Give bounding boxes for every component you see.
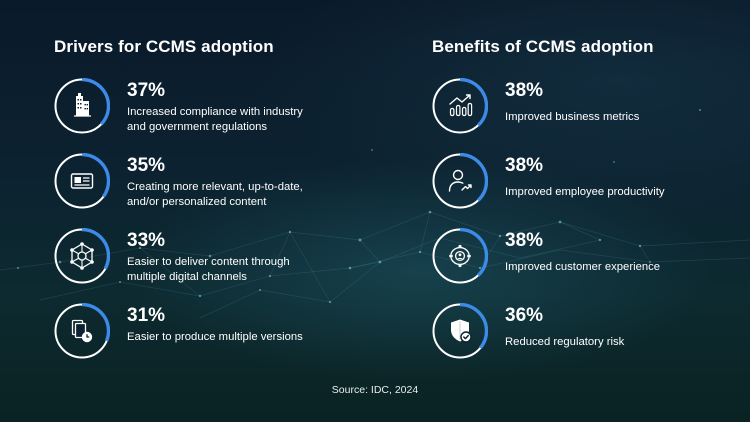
drivers-heading: Drivers for CCMS adoption [54,37,274,56]
value-label: 31% [127,305,166,326]
stat-item: 33% Easier to deliver content through mult… [54,228,374,284]
value-label: 33% [127,230,166,251]
benefits-heading: Benefits of CCMS adoption [432,37,654,56]
progress-ring [54,78,110,134]
value-arc [432,303,488,359]
customer-cycle-icon [449,244,471,268]
document-card-icon [70,173,94,189]
source-note: Source: IDC, 2024 [331,384,419,396]
progress-ring [54,153,110,209]
stat-item: 37% Increased compliance with industry and… [54,78,374,134]
value-label: 38% [505,80,544,101]
value-arc [54,153,110,209]
value-arc [54,303,110,359]
progress-ring [432,228,488,284]
progress-ring [54,303,110,359]
progress-ring [432,303,488,359]
value-label: 35% [127,155,166,176]
value-label: 37% [127,80,166,101]
network-hub-icon [70,242,94,270]
value-label: 38% [505,155,544,176]
stat-item: 38% Improved business metrics [432,78,732,134]
value-label: 38% [505,230,544,251]
progress-ring [54,228,110,284]
person-growth-icon [448,169,472,192]
shield-check-icon [451,319,472,343]
category-label: Creating more relevant, up-to-date, and/o… [127,181,303,208]
category-label: Improved business metrics [505,111,640,123]
value-arc [54,78,110,134]
value-label: 36% [505,305,544,326]
stat-item: 35% Creating more relevant, up-to-date, an… [54,153,374,209]
value-arc [432,228,488,284]
stat-item: 38% Improved employee productivity [432,153,732,209]
category-label: Easier to produce multiple versions [127,331,303,343]
value-arc [432,153,488,209]
documents-clock-icon [71,319,93,343]
progress-ring [432,153,488,209]
value-arc [432,78,488,134]
category-label: Improved customer experience [505,261,661,273]
stat-item: 38% Improved customer experience [432,228,732,284]
category-label: Reduced regulatory risk [505,336,625,348]
category-label: Improved employee productivity [505,186,665,198]
progress-ring [432,78,488,134]
value-arc [54,228,110,284]
bar-chart-trend-icon [449,94,473,117]
building-icon [74,93,91,117]
stat-item: 31% Easier to produce multiple versions [54,303,374,359]
stat-item: 36% Reduced regulatory risk [432,303,732,359]
category-label: Increased compliance with industry and go… [127,106,303,133]
category-label: Easier to deliver content through multipl… [127,256,290,283]
